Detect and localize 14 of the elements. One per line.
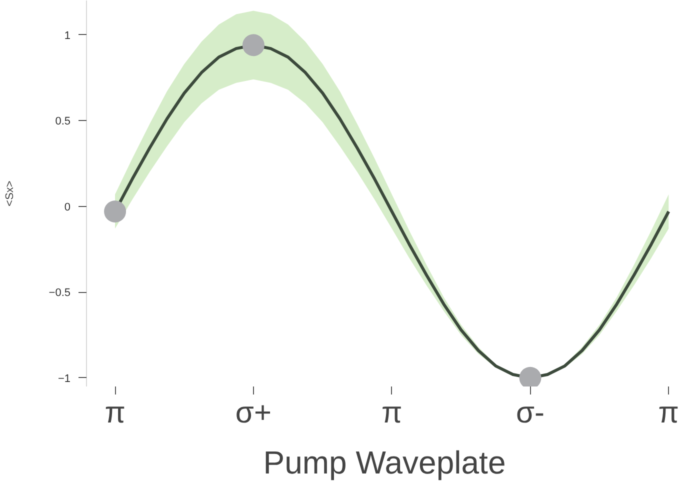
x-tick-label: π	[104, 396, 126, 430]
y-tick-label: 0	[64, 201, 71, 214]
y-tick-label: −1	[58, 372, 71, 385]
x-tick-label: π	[382, 396, 402, 430]
x-tick-label: σ-	[516, 396, 545, 430]
point	[242, 34, 264, 56]
y-axis-title: <Sx>	[4, 180, 16, 206]
y-tick-label: 0.5	[55, 116, 71, 128]
y-tick-label: 1	[64, 30, 71, 42]
y-tick-label: −0.5	[48, 287, 71, 300]
point	[104, 200, 126, 222]
x-tick-label: σ+	[235, 396, 272, 430]
x-tick-label: π	[658, 396, 680, 430]
x-axis-title: Pump Waveplate	[263, 444, 506, 480]
